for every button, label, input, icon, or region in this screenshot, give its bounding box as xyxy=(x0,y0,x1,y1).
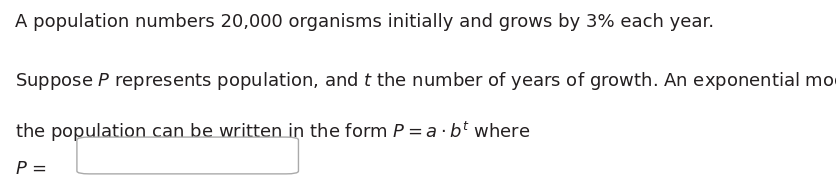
FancyBboxPatch shape xyxy=(77,137,298,174)
Text: the population can be written in the form $P = a \cdot b^t$ where: the population can be written in the for… xyxy=(15,120,530,144)
Text: Suppose $P$ represents population, and $t$ the number of years of growth. An exp: Suppose $P$ represents population, and $… xyxy=(15,70,836,92)
Text: $P$ =: $P$ = xyxy=(15,160,47,178)
Text: A population numbers 20,000 organisms initially and grows by 3% each year.: A population numbers 20,000 organisms in… xyxy=(15,13,714,31)
